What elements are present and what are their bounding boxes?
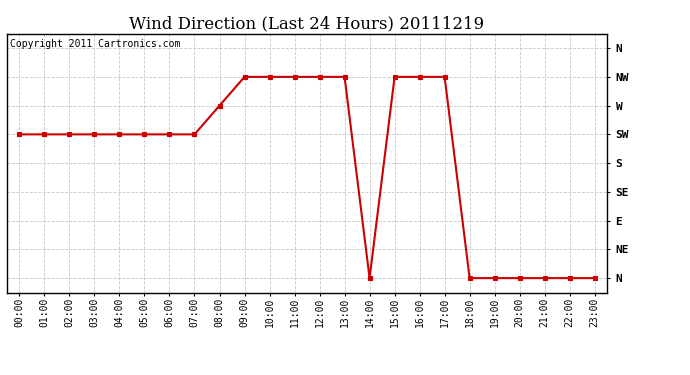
- Text: Copyright 2011 Cartronics.com: Copyright 2011 Cartronics.com: [10, 39, 180, 49]
- Title: Wind Direction (Last 24 Hours) 20111219: Wind Direction (Last 24 Hours) 20111219: [130, 15, 484, 32]
